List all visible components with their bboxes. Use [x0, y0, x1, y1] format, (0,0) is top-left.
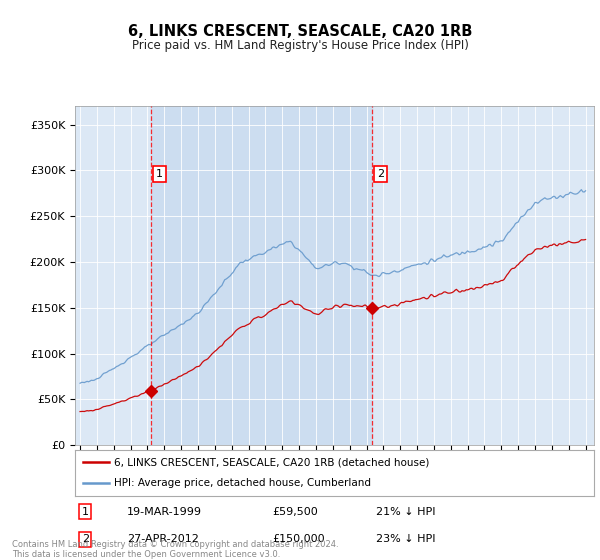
Text: HPI: Average price, detached house, Cumberland: HPI: Average price, detached house, Cumb…: [114, 478, 371, 488]
Text: 2: 2: [82, 534, 89, 544]
Text: 1: 1: [82, 507, 89, 517]
Text: £150,000: £150,000: [272, 534, 325, 544]
Text: 2: 2: [377, 169, 384, 179]
Bar: [151, 106, 372, 445]
Text: 21% ↓ HPI: 21% ↓ HPI: [376, 507, 436, 517]
Text: 27-APR-2012: 27-APR-2012: [127, 534, 199, 544]
Text: 23% ↓ HPI: 23% ↓ HPI: [376, 534, 436, 544]
Text: Contains HM Land Registry data © Crown copyright and database right 2024.
This d: Contains HM Land Registry data © Crown c…: [12, 540, 338, 559]
Text: 19-MAR-1999: 19-MAR-1999: [127, 507, 202, 517]
Text: Price paid vs. HM Land Registry's House Price Index (HPI): Price paid vs. HM Land Registry's House …: [131, 39, 469, 52]
Text: 6, LINKS CRESCENT, SEASCALE, CA20 1RB: 6, LINKS CRESCENT, SEASCALE, CA20 1RB: [128, 24, 472, 39]
Text: £59,500: £59,500: [272, 507, 318, 517]
Text: 6, LINKS CRESCENT, SEASCALE, CA20 1RB (detached house): 6, LINKS CRESCENT, SEASCALE, CA20 1RB (d…: [114, 457, 430, 467]
Text: 1: 1: [156, 169, 163, 179]
